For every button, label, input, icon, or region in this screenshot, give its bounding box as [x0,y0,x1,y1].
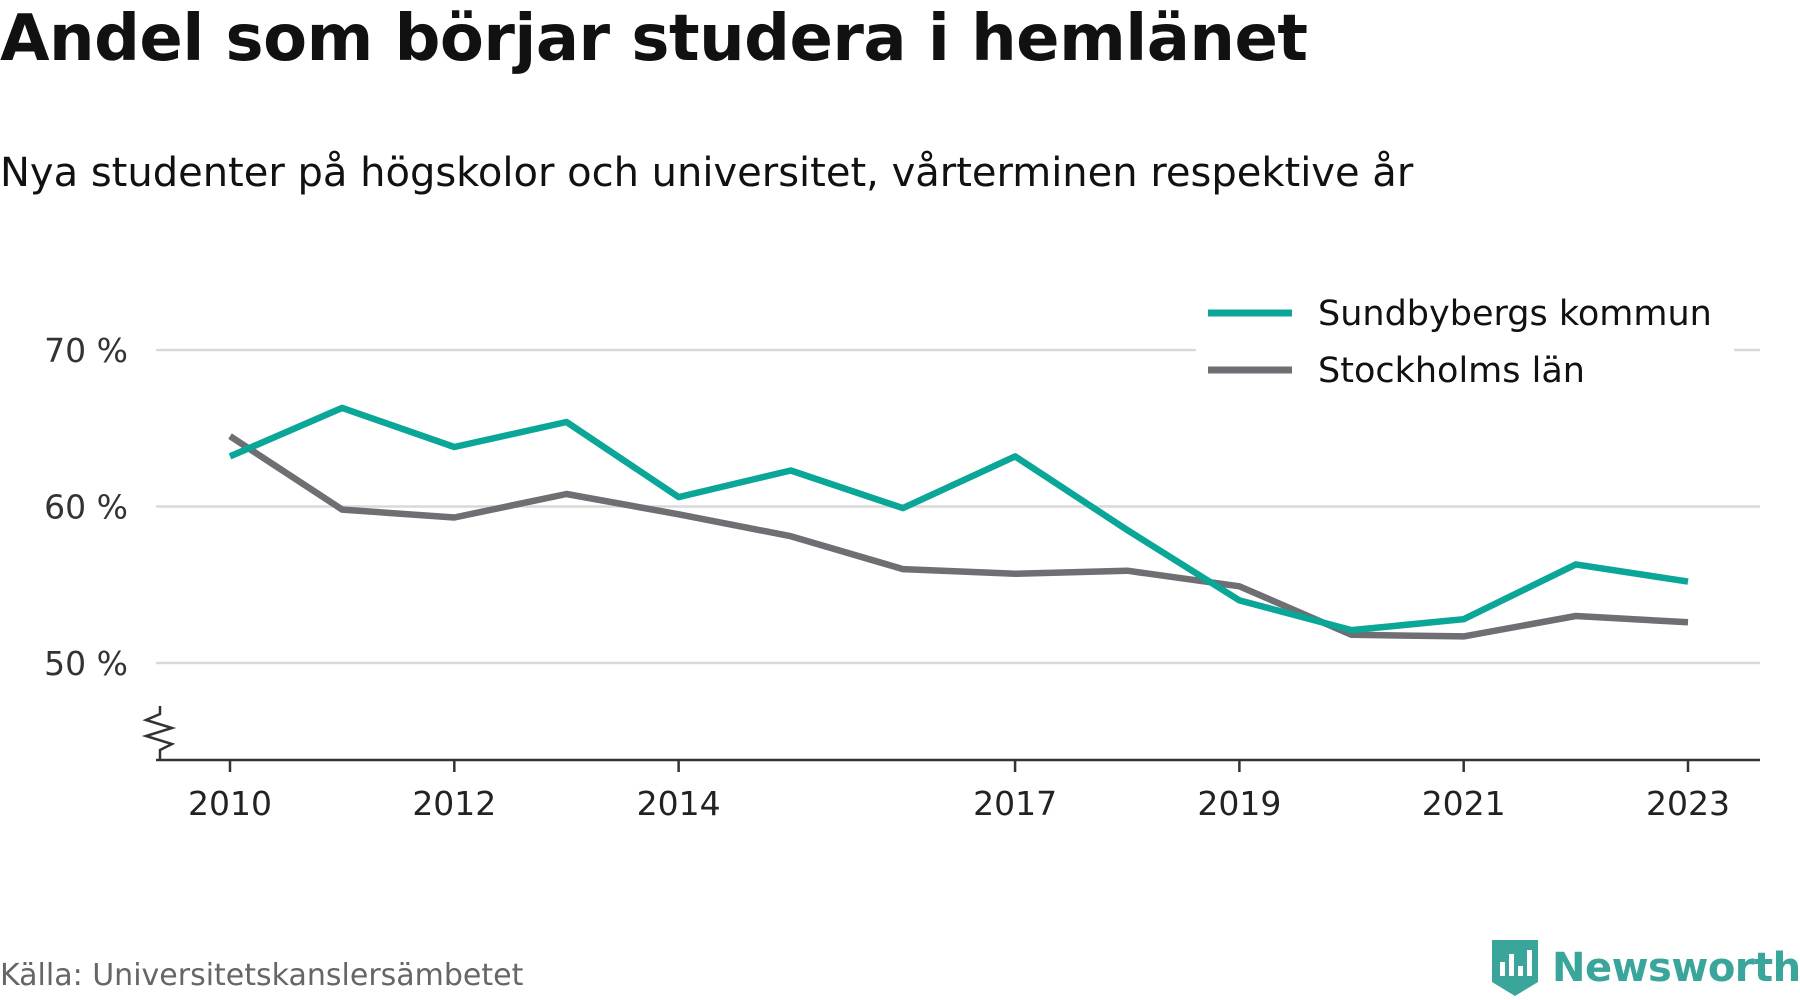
x-tick-label: 2012 [412,784,496,823]
brand-logo: Newsworthy [1490,938,1800,998]
legend-label: Sundbybergs kommun [1318,294,1712,334]
series-line-stockholm [228,433,1689,640]
series-line-sundbyberg [228,404,1689,634]
legend: Sundbybergs kommun Stockholms län [1196,282,1734,392]
legend-label: Stockholms län [1318,351,1585,391]
y-tick-label: 50 % [44,644,128,683]
y-tick-label: 70 % [44,331,128,370]
x-tick-labels: 2010 2012 2014 2017 2019 2021 2023 [188,784,1730,823]
gridlines [156,348,1760,665]
newsworthy-logo-icon [1492,940,1538,996]
y-axis-break-icon [141,706,177,760]
brand-name: Newsworthy [1552,945,1800,991]
y-tick-labels: 50 % 60 % 70 % [44,331,128,683]
x-tick-label: 2023 [1646,784,1730,823]
chart-subtitle: Nya studenter på högskolor och universit… [0,150,1414,196]
x-tick-label: 2017 [973,784,1057,823]
x-tick-label: 2021 [1422,784,1506,823]
legend-background [1196,282,1734,392]
source-note: Källa: Universitetskanslersämbetet [0,958,524,993]
chart-title: Andel som börjar studera i hemlänet [0,2,1308,76]
y-tick-label: 60 % [44,488,128,527]
series-lines [228,404,1689,640]
x-tick-label: 2010 [188,784,272,823]
x-axis [141,706,1760,772]
x-tick-label: 2019 [1197,784,1281,823]
x-tick-label: 2014 [637,784,721,823]
